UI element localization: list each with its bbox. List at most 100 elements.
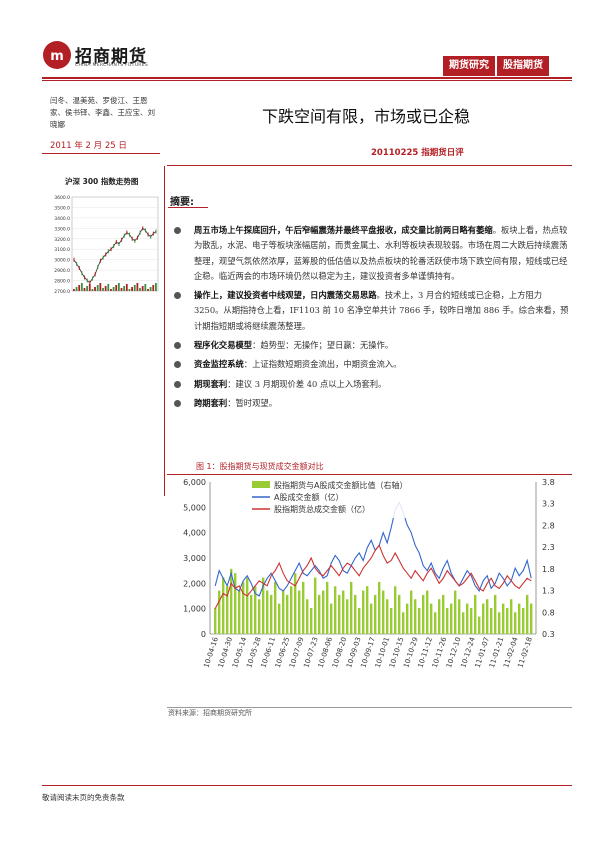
mini-volume-bar — [88, 284, 91, 291]
mini-volume-bar — [99, 283, 102, 291]
disclaimer-note: 敬请阅读末页的免责条款 — [42, 793, 125, 802]
a-share-amount-line — [214, 500, 532, 597]
ratio-bar — [374, 594, 377, 634]
bullet-icon — [174, 342, 181, 350]
ratio-bar — [294, 573, 297, 634]
ratio-bar — [370, 603, 373, 634]
ratio-bar — [438, 599, 441, 634]
bullet-item: 跨期套利：暂时观望。 — [172, 396, 572, 411]
mini-volume-bar — [147, 289, 149, 291]
source-rule — [167, 707, 572, 708]
bullet-item: 程序化交易模型：趋势型：无操作；望日赢：无操作。 — [172, 338, 572, 353]
mini-volume-bar — [149, 287, 152, 291]
mini-volume-bar — [128, 289, 131, 291]
mini-volume-bar — [131, 287, 133, 291]
page-subtitle: 20110225 指期货日评 — [371, 148, 464, 158]
bullet-body: 。板块上看，热点较为散乱，水泥、电子等板块涨幅居前，而贵金属土、水利等板块表现较… — [194, 225, 568, 281]
ratio-bar — [246, 577, 249, 634]
ratio-bar — [270, 594, 273, 634]
bullet-icon — [174, 227, 181, 234]
summary-underline — [168, 207, 208, 208]
mini-y-tick: 3300.0 — [54, 226, 70, 232]
ratio-bar — [434, 612, 437, 634]
y-left-tick: 0 — [201, 630, 206, 639]
ratio-bar — [450, 603, 453, 634]
ratio-bar — [262, 577, 265, 634]
ratio-bar — [414, 599, 417, 634]
ratio-bar — [522, 607, 525, 634]
bullet-body: ：建议 3 月期现价差 40 点以上入场套利。 — [227, 378, 387, 389]
ratio-bar — [386, 599, 389, 634]
mini-volume-bar — [144, 284, 147, 291]
ratio-bar — [514, 612, 517, 634]
bullet-head: 跨期套利 — [194, 397, 228, 408]
ratio-bar — [426, 590, 429, 634]
figure-rule — [167, 474, 572, 475]
mini-volume-bar — [152, 285, 155, 291]
ratio-bar — [398, 594, 401, 634]
y-left-tick: 6,000 — [183, 478, 206, 487]
mini-volume-bar — [91, 289, 94, 291]
y-right-tick: 2.3 — [542, 543, 555, 552]
mini-volume-bar — [107, 284, 110, 291]
mini-volume-bar — [80, 283, 83, 291]
y-left-tick: 1,000 — [183, 605, 206, 614]
mini-chart-title: 沪深 300 指数走势图 — [65, 177, 139, 186]
tab-index-futures[interactable]: 股指期货 — [497, 56, 549, 76]
bullet-head: 资金监控系统 — [194, 359, 244, 370]
ratio-bar — [330, 603, 333, 634]
ratio-bar — [466, 603, 469, 634]
ratio-bar — [218, 590, 221, 634]
mini-y-tick: 3400.0 — [54, 216, 70, 222]
ratio-bar — [394, 586, 397, 634]
y-left-tick: 4,000 — [183, 529, 206, 538]
mini-y-tick: 3500.0 — [54, 205, 70, 211]
page-title: 下跌空间有限，市场或已企稳 — [262, 107, 471, 126]
summary-label: 摘要: — [170, 197, 194, 208]
ratio-bar — [242, 581, 245, 634]
ratio-bar — [366, 586, 369, 634]
ratio-bar — [326, 581, 329, 634]
figure-source: 资料来源：招商期货研究所 — [168, 709, 252, 717]
report-date: 2011 年 2 月 25 日 — [50, 141, 127, 151]
svg-text:m: m — [50, 49, 64, 64]
x-tick: 11-02-18 — [516, 636, 533, 669]
ratio-bar — [498, 612, 501, 634]
ratio-bar — [442, 594, 445, 634]
legend-label: 股指期货总成交金额（亿） — [274, 504, 370, 514]
legend-swatch — [252, 481, 270, 488]
y-right-tick: 1.8 — [542, 565, 555, 574]
bullet-head: 程序化交易模型 — [194, 340, 253, 351]
left-rule — [42, 153, 160, 154]
mini-y-tick: 3600.0 — [54, 195, 70, 201]
ratio-bar — [486, 599, 489, 634]
ratio-bar — [274, 581, 277, 634]
mini-volume-bar — [102, 288, 104, 291]
ratio-bar — [422, 594, 425, 634]
mini-volume-bar — [83, 288, 86, 291]
ratio-bar — [510, 599, 513, 634]
ratio-bar — [354, 594, 357, 634]
mini-volume-bar — [115, 285, 118, 291]
bullet-body: ：趋势型：无操作；望日赢：无操作。 — [252, 340, 394, 351]
bullet-head: 操作上，建议投资者中线观望，日内震荡交易思路 — [194, 290, 377, 301]
legend-box — [248, 478, 438, 518]
ratio-bar — [470, 607, 473, 634]
mini-volume-bar — [112, 287, 115, 291]
ratio-bar — [338, 594, 341, 634]
y-right-tick: 3.8 — [542, 478, 555, 487]
ratio-bar — [526, 594, 529, 634]
ratio-bar — [310, 607, 313, 634]
tab-futures-research[interactable]: 期货研究 — [443, 56, 495, 76]
ratio-bar — [314, 577, 317, 634]
mini-volume-bar — [110, 289, 112, 291]
header-rule — [42, 77, 572, 79]
legend-label: 股指期货与A股成交金额比值（右轴） — [274, 480, 407, 490]
y-right-tick: 1.3 — [542, 587, 555, 596]
mini-volume-bar — [96, 285, 99, 291]
ratio-bar — [458, 599, 461, 634]
mini-y-tick: 3200.0 — [54, 237, 70, 243]
ratio-bar — [402, 612, 405, 634]
futures-amount-line — [214, 544, 532, 609]
bullet-item: 期现套利：建议 3 月期现价差 40 点以上入场套利。 — [172, 377, 572, 392]
